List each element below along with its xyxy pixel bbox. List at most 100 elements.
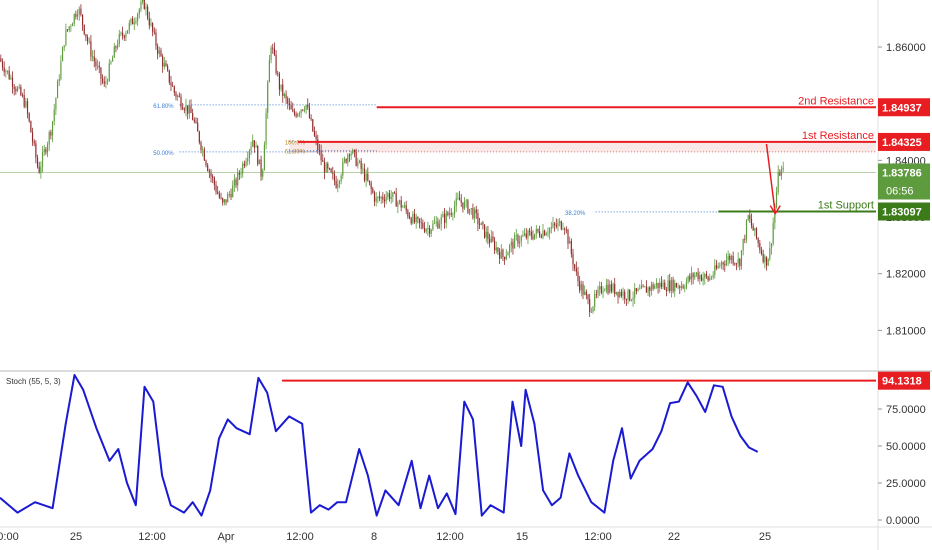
candle-body xyxy=(635,288,637,292)
candle-body xyxy=(160,50,162,57)
candle-body xyxy=(338,181,341,185)
candle-body xyxy=(517,235,519,244)
level-price-tag-text: 1.83097 xyxy=(882,207,922,219)
candle-body xyxy=(178,95,180,97)
candle-body xyxy=(272,47,274,49)
candle-body xyxy=(759,243,761,251)
candle-body xyxy=(473,209,476,219)
candle-body xyxy=(282,84,284,97)
candle-body xyxy=(303,109,306,111)
candle-body xyxy=(590,311,592,313)
candle-body xyxy=(403,205,406,207)
candle-body xyxy=(75,13,77,17)
candle-body xyxy=(100,67,102,79)
candle-body xyxy=(237,172,239,186)
candle-body xyxy=(612,283,614,292)
candle-body xyxy=(38,166,40,173)
candle-body xyxy=(382,196,384,200)
candle-body xyxy=(53,109,55,122)
candle-body xyxy=(752,225,754,231)
candle-body xyxy=(127,30,129,34)
candle-body xyxy=(747,215,749,221)
candle-body xyxy=(81,14,84,25)
candle-body xyxy=(277,73,279,74)
candle-body xyxy=(672,279,674,292)
candle-body xyxy=(205,160,207,166)
candle-body xyxy=(125,33,127,38)
candle-body xyxy=(720,262,723,266)
candle-body xyxy=(465,200,467,202)
candle-body xyxy=(350,153,352,156)
candle-body xyxy=(148,18,150,26)
candle-body xyxy=(700,275,703,281)
candle-body xyxy=(684,287,686,289)
fib-level-label: 61.80% xyxy=(285,150,306,156)
candle-body xyxy=(479,224,481,226)
candle-body xyxy=(630,300,632,301)
stoch-axis-label: 0.0000 xyxy=(886,515,920,527)
candle-body xyxy=(380,196,382,199)
candle-body xyxy=(412,213,414,224)
candle-body xyxy=(764,256,766,263)
candle-body xyxy=(275,54,277,74)
candle-body xyxy=(490,236,492,243)
candle-body xyxy=(258,159,260,165)
candle-body xyxy=(173,86,175,93)
candle-body xyxy=(227,193,229,203)
candle-body xyxy=(257,146,259,165)
candle-body xyxy=(532,236,534,239)
candle-body xyxy=(175,92,177,97)
candle-body xyxy=(772,222,774,244)
candle-body xyxy=(378,196,381,199)
candle-body xyxy=(487,231,489,240)
candle-body xyxy=(458,197,461,201)
candle-body xyxy=(345,158,347,163)
candle-body xyxy=(63,45,65,48)
candle-body xyxy=(549,228,551,234)
candle-body xyxy=(670,279,673,291)
candle-body xyxy=(475,209,477,214)
candle-body xyxy=(529,230,531,232)
candle-body xyxy=(410,218,412,224)
candle-body xyxy=(332,172,334,175)
candle-body xyxy=(8,70,10,79)
candle-body xyxy=(215,184,217,192)
level-price-tag xyxy=(878,132,930,151)
candle-body xyxy=(90,41,92,57)
candle-body xyxy=(654,285,656,289)
candle-body xyxy=(542,230,544,238)
fib-level-label: 100.0% xyxy=(285,141,306,147)
candle-body xyxy=(774,207,776,223)
time-axis-label: 12:00 xyxy=(286,531,314,543)
candle-body xyxy=(569,240,571,244)
candle-body xyxy=(158,50,160,54)
candle-body xyxy=(629,289,631,301)
candle-body xyxy=(550,227,552,229)
fib-level-label: 38.20% xyxy=(565,211,586,217)
candle-body xyxy=(288,103,291,105)
candle-body xyxy=(93,56,95,62)
candle-body xyxy=(607,284,609,293)
candle-body xyxy=(197,122,199,132)
candle-body xyxy=(208,170,210,173)
candle-body xyxy=(207,165,209,171)
candle-body xyxy=(594,294,596,307)
candle-body xyxy=(447,212,449,215)
candle-body xyxy=(80,8,82,15)
candle-body xyxy=(514,235,516,249)
level-price-tag xyxy=(878,202,930,221)
candle-body xyxy=(395,193,397,207)
candle-body xyxy=(442,214,444,218)
candle-body xyxy=(707,276,709,281)
candle-body xyxy=(730,255,733,261)
candle-body xyxy=(222,198,224,203)
candle-body xyxy=(305,104,307,110)
candle-body xyxy=(138,9,140,15)
candle-body xyxy=(408,216,411,219)
candle-body xyxy=(660,282,662,287)
candle-body xyxy=(760,250,763,254)
candle-body xyxy=(83,24,85,35)
candle-body xyxy=(709,277,711,281)
candle-body xyxy=(577,271,579,282)
